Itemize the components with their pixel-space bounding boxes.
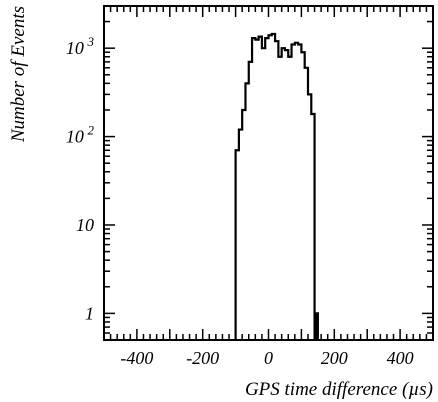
x-tick-label: 200: [321, 348, 348, 368]
axis-ticks: [103, 5, 434, 340]
y-tick-labels: 1 10 10 2 10 3: [66, 34, 95, 323]
histogram-line: [234, 32, 316, 340]
x-tick-label: -200: [186, 348, 219, 368]
isolated-bin: [315, 312, 319, 340]
y-axis-label: Number of Events: [8, 6, 29, 143]
x-axis-label: GPS time difference (µs): [245, 379, 433, 400]
plot-frame: [103, 5, 434, 341]
isolated-bins: [315, 312, 319, 340]
y-tick-label: 10 2: [66, 123, 95, 147]
y-tick-label: 10: [76, 215, 94, 235]
y-tick-label: 10 3: [66, 34, 95, 58]
y-tick-label: 1: [85, 303, 94, 323]
x-tick-label: 400: [387, 348, 414, 368]
x-tick-label: 0: [264, 348, 273, 368]
x-tick-labels: -400 -200 0 200 400: [120, 348, 413, 368]
x-tick-label: -400: [120, 348, 153, 368]
